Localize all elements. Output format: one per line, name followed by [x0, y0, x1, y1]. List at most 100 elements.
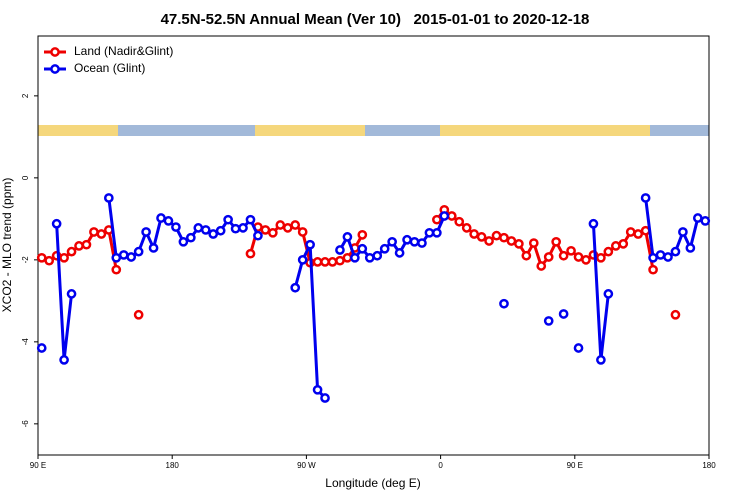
strip-land	[440, 125, 650, 136]
data-point	[640, 193, 651, 203]
x-tick-label: 90 E	[30, 461, 46, 470]
strip-ocean	[118, 125, 255, 136]
data-point	[297, 254, 308, 265]
y-axis-label: XCO2 - MLO trend (ppm)	[0, 178, 14, 313]
data-point	[573, 343, 584, 353]
data-point	[268, 227, 278, 238]
data-point	[618, 239, 629, 249]
data-point	[372, 250, 383, 261]
data-point	[461, 223, 472, 233]
data-point	[290, 282, 301, 293]
data-point	[156, 213, 166, 223]
data-point	[402, 234, 412, 245]
data-point	[543, 252, 554, 262]
data-point	[36, 252, 47, 263]
data-point	[133, 309, 144, 320]
data-point	[558, 309, 569, 319]
data-point	[320, 393, 330, 403]
data-point	[59, 355, 69, 365]
data-point	[245, 214, 256, 225]
data-point	[44, 255, 55, 266]
legend-marker	[50, 64, 60, 74]
data-point	[536, 261, 547, 271]
data-point	[305, 239, 315, 250]
data-point	[185, 232, 196, 243]
data-point	[514, 239, 524, 249]
data-point	[648, 264, 658, 275]
legend-label: Ocean (Glint)	[74, 61, 145, 75]
data-point	[282, 223, 293, 233]
chart-title: 47.5N-52.5N Annual Mean (Ver 10) 2015-01…	[161, 11, 590, 28]
data-point	[350, 252, 360, 263]
data-point	[133, 246, 144, 257]
data-point	[603, 246, 614, 257]
data-point	[74, 241, 84, 251]
data-point	[476, 232, 487, 242]
data-point	[51, 218, 62, 229]
data-point	[111, 252, 122, 263]
data-point	[551, 236, 562, 247]
data-point	[103, 193, 114, 203]
strip-ocean	[650, 125, 709, 136]
data-point	[379, 243, 390, 254]
data-point	[588, 218, 599, 229]
data-point	[454, 216, 465, 227]
data-point	[275, 220, 286, 230]
strip-land	[38, 125, 118, 136]
data-point	[655, 250, 666, 260]
data-point	[528, 238, 539, 248]
data-point	[543, 316, 554, 326]
y-tick-label: -4	[21, 338, 30, 346]
data-point	[573, 252, 584, 262]
data-point	[670, 246, 681, 257]
x-tick-label: 180	[702, 461, 716, 470]
data-point	[484, 236, 494, 246]
data-point	[446, 211, 457, 221]
legend: Land (Nadir&Glint) Ocean (Glint)	[44, 44, 173, 75]
data-point	[81, 239, 92, 250]
data-point	[432, 214, 442, 225]
data-point	[499, 298, 509, 309]
data-point	[312, 384, 323, 395]
data-point	[36, 343, 47, 353]
land-ocean-strip	[38, 125, 709, 136]
data-point	[521, 250, 532, 261]
data-point	[670, 309, 681, 320]
data-point	[111, 264, 122, 275]
data-point	[357, 229, 368, 240]
data-point	[230, 223, 241, 234]
data-point	[148, 243, 159, 253]
data-point	[312, 257, 323, 267]
data-point	[260, 225, 271, 235]
data-point	[469, 229, 479, 239]
data-point	[409, 236, 420, 247]
data-point	[439, 211, 450, 221]
data-point	[663, 252, 673, 262]
data-point	[200, 225, 211, 235]
data-point	[432, 227, 442, 238]
data-point	[66, 289, 77, 299]
data-point	[394, 248, 405, 258]
data-point	[603, 289, 614, 299]
data-point	[171, 222, 181, 232]
data-point	[633, 229, 644, 239]
data-point	[596, 355, 606, 365]
data-point	[253, 230, 263, 241]
data-point	[678, 227, 688, 237]
legend-marker	[50, 47, 60, 57]
data-point	[178, 236, 189, 247]
data-point	[424, 227, 435, 238]
data-point	[342, 232, 353, 242]
data-point	[96, 229, 107, 239]
x-axis-label: Longitude (deg E)	[325, 476, 420, 490]
data-point	[320, 257, 330, 267]
data-point	[342, 252, 353, 263]
data-point	[290, 220, 301, 230]
data-point	[558, 250, 569, 261]
y-tick-label: -6	[21, 420, 30, 428]
data-point	[193, 223, 204, 233]
strip-land	[255, 125, 365, 136]
data-point	[357, 243, 368, 254]
